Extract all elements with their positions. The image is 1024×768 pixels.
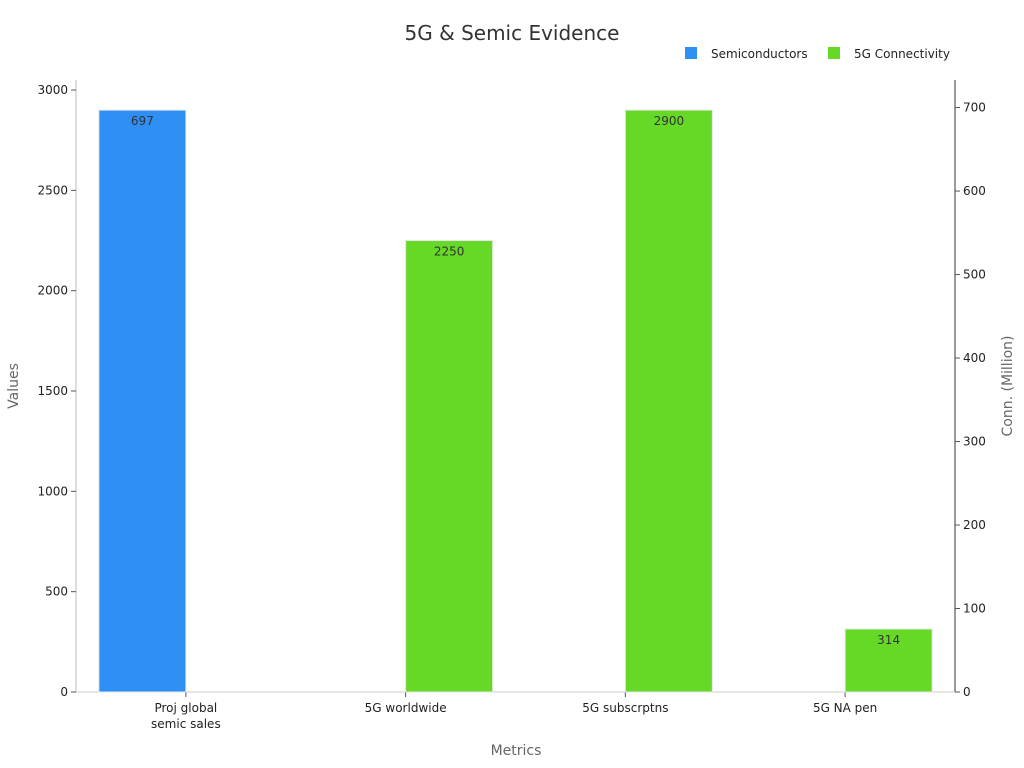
legend-label-semiconductors: Semiconductors xyxy=(711,47,808,61)
y2-tick-label: 100 xyxy=(963,602,986,616)
y-tick-label: 3000 xyxy=(37,83,68,97)
y-tick-label: 2000 xyxy=(37,284,68,298)
legend-label-5g-connectivity: 5G Connectivity xyxy=(854,47,950,61)
y-tick-label: 2500 xyxy=(37,183,68,197)
y2-tick-label: 400 xyxy=(963,351,986,365)
y2-axis-title: Conn. (Million) xyxy=(1000,336,1016,437)
x-tick-label: 5G worldwide xyxy=(365,701,447,715)
y-tick-label: 0 xyxy=(60,685,68,699)
bar-5g-connectivity xyxy=(624,109,713,693)
x-tick-label: 5G subscrptns xyxy=(582,701,668,715)
data-label: 2250 xyxy=(434,245,465,259)
data-label: 314 xyxy=(877,633,900,647)
data-label: 2900 xyxy=(654,114,685,128)
legend-swatch-5g-connectivity xyxy=(828,47,840,59)
axes: 0 500 1000 1500 2000 2500 3000 0 100 200 300 400 500… xyxy=(37,80,986,731)
y-tick-label: 1500 xyxy=(37,384,68,398)
y-axis-title: Values xyxy=(6,363,22,409)
y-tick-label: 1000 xyxy=(37,484,68,498)
x-tick-label: 5G NA pen xyxy=(813,701,877,715)
y2-tick-label: 300 xyxy=(963,435,986,449)
legend: Semiconductors 5G Connectivity xyxy=(685,47,950,61)
legend-swatch-semiconductors xyxy=(685,47,697,59)
y2-tick-label: 0 xyxy=(963,685,971,699)
y2-tick-label: 500 xyxy=(963,268,986,282)
x-tick-label: Proj global semic sales xyxy=(151,701,221,731)
chart-title: 5G & Semic Evidence xyxy=(405,21,620,45)
y2-tick-label: 200 xyxy=(963,518,986,532)
x-axis-title: Metrics xyxy=(491,743,542,759)
data-label: 697 xyxy=(131,114,154,128)
bar-5g-connectivity xyxy=(844,628,933,693)
bar-labels: 697 2250 2900 314 xyxy=(131,114,900,647)
bars xyxy=(98,109,933,693)
y2-tick-label: 600 xyxy=(963,184,986,198)
y2-tick-label: 700 xyxy=(963,101,986,115)
bar-5g-connectivity xyxy=(405,240,494,693)
y-tick-label: 500 xyxy=(45,585,68,599)
bar-semiconductors xyxy=(98,109,187,693)
